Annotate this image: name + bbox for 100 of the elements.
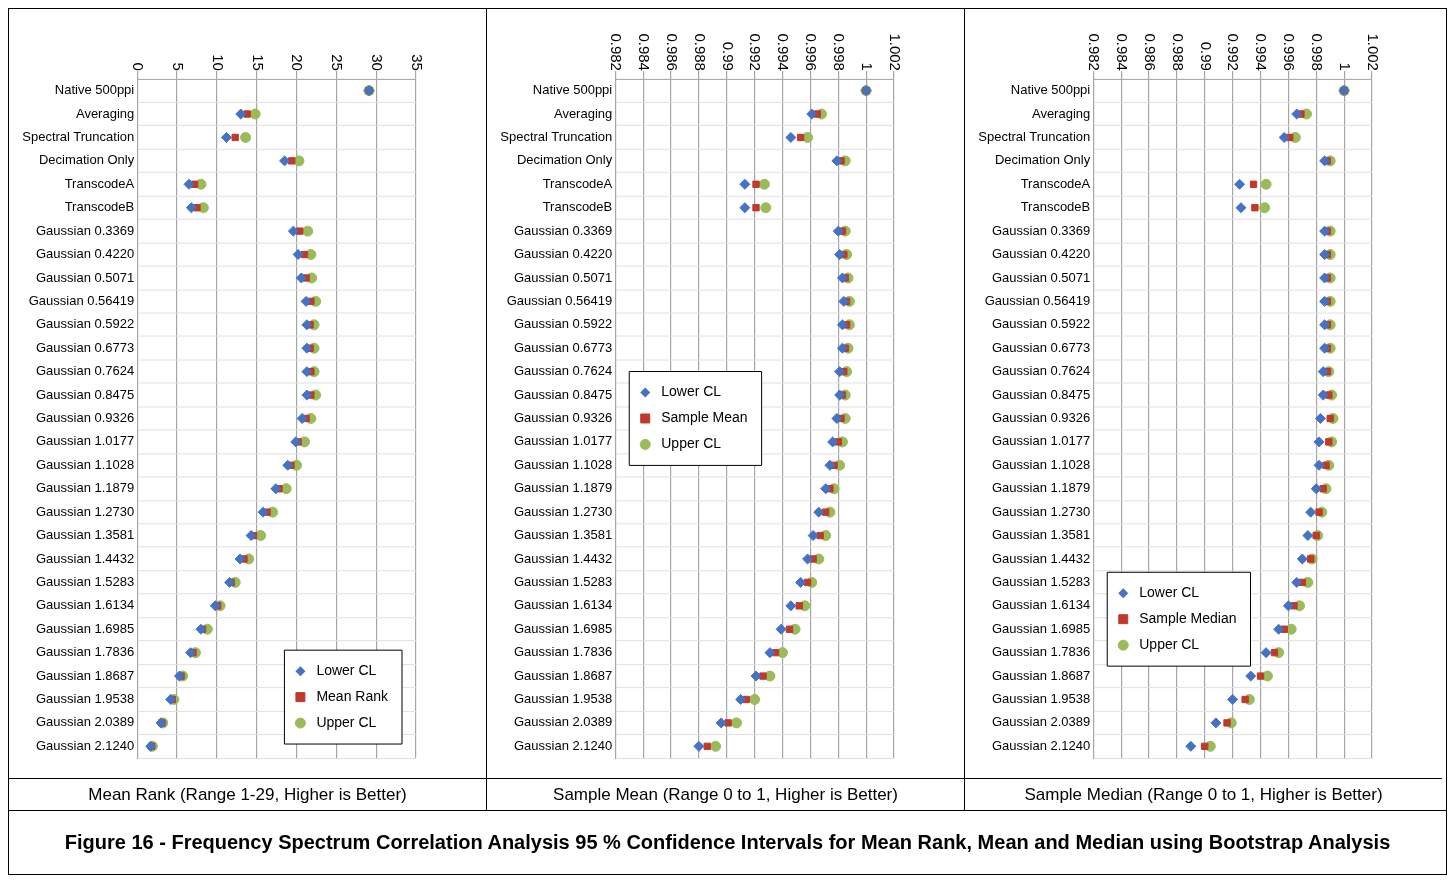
y-tick-label: Gaussian 0.5922 (35, 316, 135, 332)
y-tick-label: Gaussian 0.3369 (991, 222, 1091, 238)
y-tick-label: Native 500ppi (54, 82, 135, 98)
y-tick-label: TranscodeB (1020, 199, 1091, 215)
y-tick-label: Gaussian 0.56419 (506, 292, 613, 308)
legend-label: Lower CL (316, 662, 377, 678)
y-tick-label: Gaussian 1.0177 (991, 433, 1091, 449)
x-tick-label: 0.988 (691, 33, 709, 71)
y-tick-label: Gaussian 0.5071 (991, 269, 1091, 285)
y-tick-label: Gaussian 1.9538 (513, 691, 613, 707)
y-tick-label: Gaussian 1.9538 (35, 691, 135, 707)
y-tick-label: Gaussian 1.4432 (513, 550, 613, 566)
x-tick-label: 1 (858, 62, 876, 71)
x-axis-title: Sample Median (Range 0 to 1, Higher is Better) (1023, 784, 1384, 806)
y-tick-label: Gaussian 1.6985 (513, 620, 613, 636)
y-tick-label: Gaussian 1.9538 (991, 691, 1091, 707)
y-tick-label: Gaussian 1.0177 (35, 433, 135, 449)
y-tick-label: Gaussian 1.7836 (513, 644, 613, 660)
y-tick-label: Gaussian 1.8687 (513, 667, 613, 683)
y-tick-label: Gaussian 1.6134 (35, 597, 135, 613)
y-tick-label: Gaussian 0.5071 (513, 269, 613, 285)
x-tick-label: 0.994 (1253, 33, 1271, 71)
y-tick-label: TranscodeA (1020, 175, 1091, 191)
y-tick-label: Gaussian 0.8475 (35, 386, 135, 402)
y-tick-label: Gaussian 1.7836 (35, 644, 135, 660)
x-tick-label: 0.982 (608, 33, 626, 71)
y-tick-label: Gaussian 0.56419 (28, 292, 135, 308)
y-tick-label: Gaussian 0.7624 (513, 363, 613, 379)
caption: Figure 16 - Frequency Spectrum Correlation Analysis 95 % Confidence Intervals for Mean Rank, Mean and Median using Bootstrap Analysis (63, 830, 1392, 855)
y-tick-label: Gaussian 0.4220 (35, 246, 135, 262)
x-tick-label: 20 (289, 54, 307, 71)
x-tick-label: 0.998 (1309, 33, 1327, 71)
x-tick-label: 0.992 (747, 33, 765, 71)
y-tick-label: Gaussian 1.3581 (991, 527, 1091, 543)
y-tick-label: Gaussian 0.5922 (991, 316, 1091, 332)
x-tick-label: 25 (329, 54, 347, 71)
y-tick-label: Averaging (1031, 105, 1091, 121)
x-tick-label: 1 (1336, 62, 1354, 71)
legend-label: Sample Mean (661, 409, 748, 426)
x-tick-label: 0.988 (1169, 33, 1187, 71)
y-tick-label: Gaussian 0.8475 (513, 386, 613, 402)
y-tick-label: Gaussian 2.1240 (35, 737, 135, 753)
legend-label: Upper CL (1139, 636, 1200, 653)
y-tick-label: Gaussian 1.8687 (991, 667, 1091, 683)
x-tick-label: 0.984 (1113, 33, 1131, 71)
x-tick-label: 0.982 (1086, 33, 1104, 71)
x-tick-label: 0 (130, 62, 148, 71)
y-tick-label: Gaussian 2.0389 (513, 714, 613, 730)
y-tick-label: Gaussian 0.8475 (991, 386, 1091, 402)
x-axis-title: Mean Rank (Range 1-29, Higher is Better) (87, 784, 408, 806)
y-tick-label: Gaussian 0.7624 (35, 363, 135, 379)
y-tick-label: Gaussian 1.3581 (513, 527, 613, 543)
y-tick-label: Gaussian 2.1240 (513, 737, 613, 753)
x-tick-label: 10 (209, 54, 227, 71)
y-tick-label: Gaussian 0.5071 (35, 269, 135, 285)
y-tick-label: Spectral Truncation (500, 129, 613, 145)
y-tick-label: Gaussian 2.0389 (35, 714, 135, 730)
x-tick-label: 0.986 (663, 33, 681, 71)
y-tick-label: Gaussian 1.7836 (991, 644, 1091, 660)
y-tick-label: Gaussian 1.1028 (35, 456, 135, 472)
x-tick-label: 35 (408, 54, 426, 71)
y-tick-label: Gaussian 1.6134 (991, 597, 1091, 613)
y-tick-label: Gaussian 1.5283 (35, 573, 135, 589)
x-tick-label: 1.002 (886, 33, 904, 71)
x-tick-label: 0.99 (719, 41, 737, 71)
y-tick-label: Gaussian 1.0177 (513, 433, 613, 449)
y-tick-label: Spectral Truncation (22, 129, 135, 145)
y-tick-label: Gaussian 0.9326 (35, 410, 135, 426)
y-tick-label: Native 500ppi (532, 82, 613, 98)
legend-label: Sample Median (1139, 610, 1237, 627)
y-tick-label: Gaussian 1.5283 (991, 573, 1091, 589)
y-tick-label: Gaussian 1.6985 (35, 620, 135, 636)
x-tick-label: 0.998 (831, 33, 849, 71)
x-tick-label: 0.996 (1281, 33, 1299, 71)
y-tick-label: Gaussian 1.2730 (991, 503, 1091, 519)
y-tick-label: Gaussian 0.5922 (513, 316, 613, 332)
y-tick-label: Gaussian 1.1879 (35, 480, 135, 496)
y-tick-label: TranscodeA (542, 175, 613, 191)
y-tick-label: Gaussian 0.6773 (991, 339, 1091, 355)
y-tick-label: Decimation Only (994, 152, 1091, 168)
x-tick-label: 1.002 (1364, 33, 1382, 71)
x-tick-label: 0.984 (635, 33, 653, 71)
x-tick-label: 15 (249, 54, 267, 71)
x-tick-label: 0.992 (1225, 33, 1243, 71)
legend-label: Mean Rank (316, 687, 389, 704)
y-tick-label: Averaging (75, 105, 135, 121)
y-tick-label: Native 500ppi (1010, 82, 1091, 98)
y-tick-label: Gaussian 0.6773 (35, 339, 135, 355)
x-tick-label: 30 (369, 54, 387, 71)
y-tick-label: Gaussian 1.1879 (513, 480, 613, 496)
y-tick-label: Gaussian 1.4432 (991, 550, 1091, 566)
y-tick-label: Gaussian 1.2730 (513, 503, 613, 519)
y-tick-label: Gaussian 1.4432 (35, 550, 135, 566)
y-tick-label: TranscodeB (542, 199, 613, 215)
y-tick-label: Decimation Only (516, 152, 613, 168)
y-tick-label: Gaussian 0.4220 (991, 246, 1091, 262)
x-tick-label: 0.994 (775, 33, 793, 71)
y-tick-label: Gaussian 1.1028 (513, 456, 613, 472)
y-tick-label: Gaussian 0.4220 (513, 246, 613, 262)
y-tick-label: TranscodeB (64, 199, 135, 215)
